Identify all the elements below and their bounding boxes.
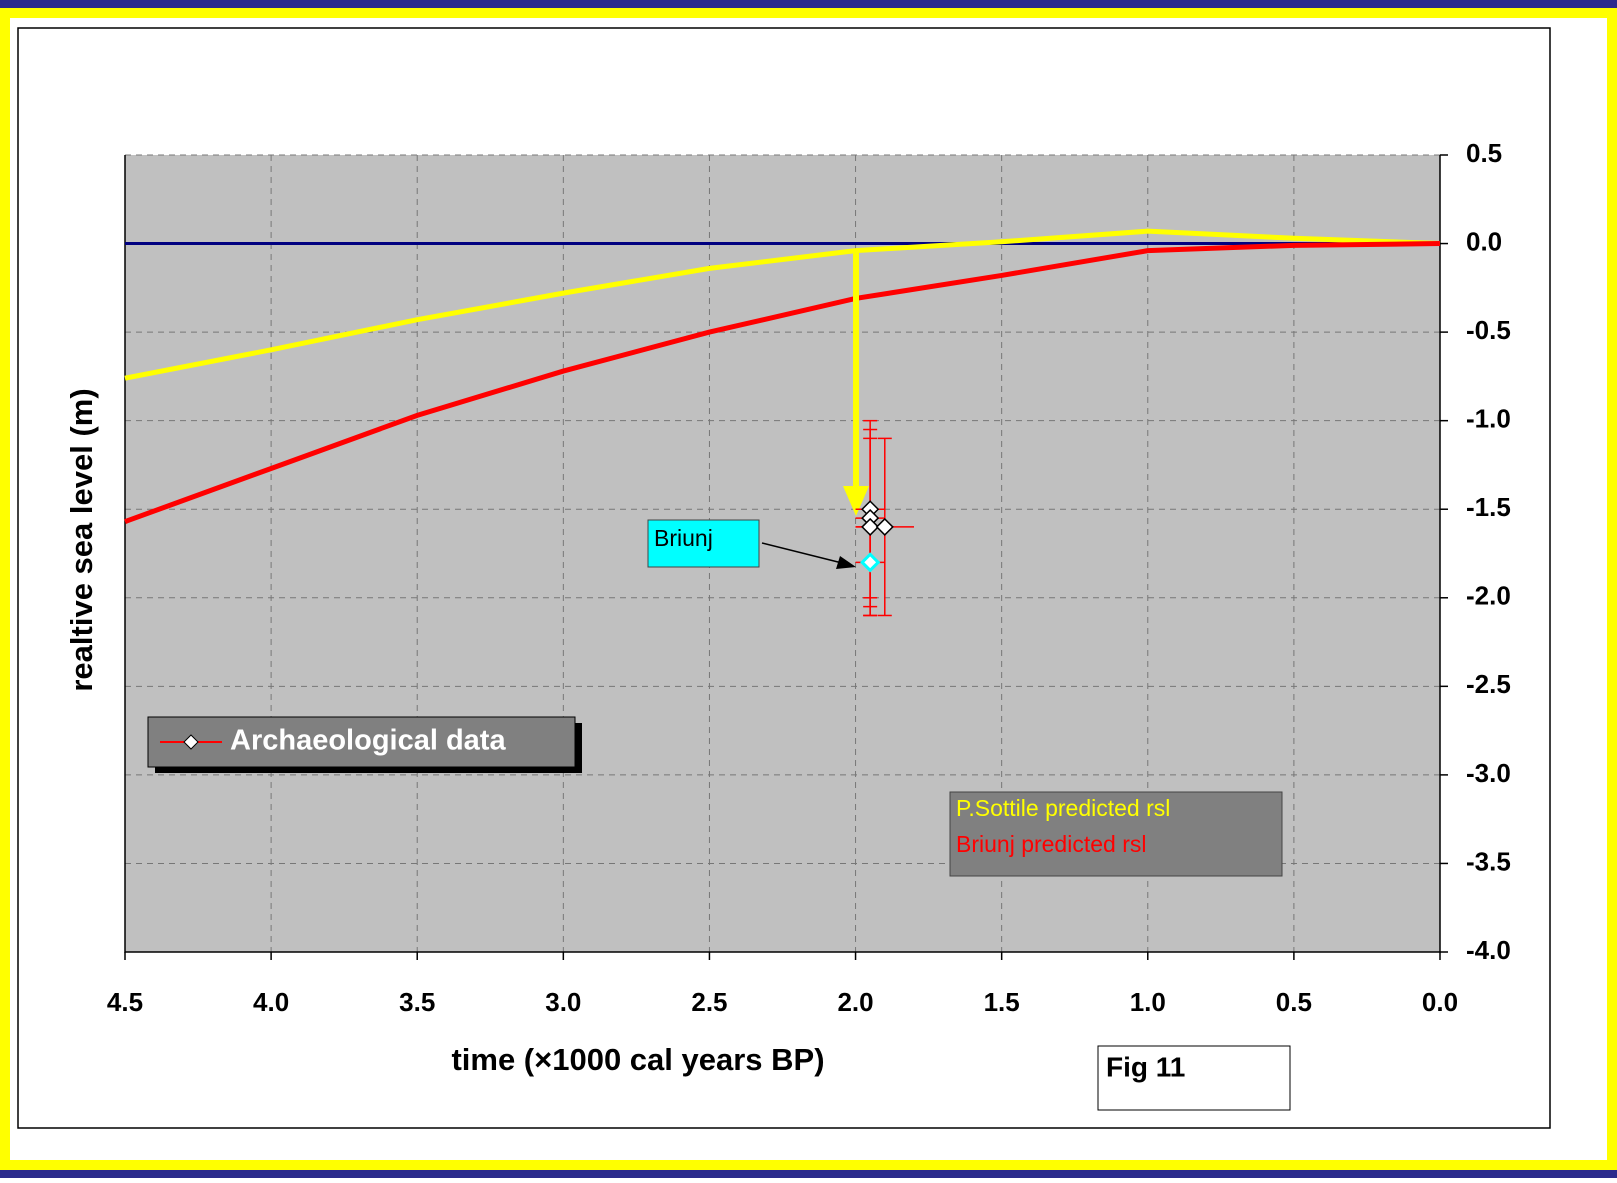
data-point <box>875 517 894 536</box>
legend-marker <box>183 734 199 750</box>
x-tick-label: 1.5 <box>984 987 1020 1017</box>
x-tick-label: 1.0 <box>1130 987 1166 1017</box>
x-tick-label: 2.0 <box>837 987 873 1017</box>
x-tick-label: 2.5 <box>691 987 727 1017</box>
y-tick-label: -3.0 <box>1466 758 1511 788</box>
x-axis-title: time (×1000 cal years BP) <box>451 1042 824 1077</box>
y-tick-label: -2.5 <box>1466 669 1511 699</box>
x-tick-label: 3.5 <box>399 987 435 1017</box>
y-tick-label: -3.5 <box>1466 846 1511 876</box>
y-axis-title: realtive sea level (m) <box>64 388 99 691</box>
callout-box <box>647 519 760 568</box>
y-tick-label: -1.5 <box>1466 492 1511 522</box>
x-tick-label: 3.0 <box>545 987 581 1017</box>
y-tick-label: 0.5 <box>1466 138 1502 168</box>
callout-arrowhead <box>836 556 856 569</box>
y-tick-label: -1.0 <box>1466 404 1511 434</box>
x-tick-label: 4.5 <box>107 987 143 1017</box>
series-legend-label: P.Sottile predicted rsl <box>956 795 1170 821</box>
y-tick-label: 0.0 <box>1466 226 1502 256</box>
plot-border <box>124 155 1441 953</box>
y-tick-label: -0.5 <box>1466 315 1511 345</box>
data-point <box>860 552 881 573</box>
figure-label-box <box>1097 1045 1291 1111</box>
annotation-arrowhead <box>843 486 869 516</box>
series-legend <box>949 791 1283 877</box>
plot: 0.5 0.0 -0.5 -1.0 -1.5 -2.0 -2.5 -3.0 -3.5 -4.0 4.… <box>107 138 1511 1017</box>
callout-label: Briunj <box>654 525 713 551</box>
callout-arrow <box>761 542 843 564</box>
series-legend-label: Briunj predicted rsl <box>956 831 1146 857</box>
x-tick-label: 0.5 <box>1276 987 1312 1017</box>
series-line <box>124 241 1441 524</box>
data-point <box>861 517 880 536</box>
figure-label: Fig 11 <box>1106 1051 1185 1082</box>
x-tick-label: 4.0 <box>253 987 289 1017</box>
y-tick-label: -4.0 <box>1466 935 1511 965</box>
series-line <box>124 228 1441 381</box>
x-tick-label: 0.0 <box>1422 987 1458 1017</box>
y-tick-label: -2.0 <box>1466 581 1511 611</box>
legend-label: Archaeological data <box>230 725 506 757</box>
